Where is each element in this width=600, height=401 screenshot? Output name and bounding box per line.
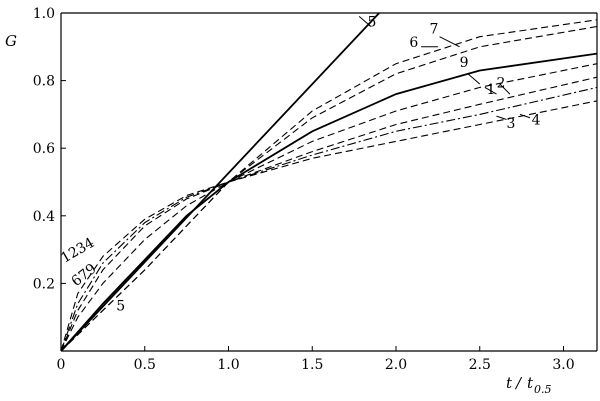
x-tick-label: 2.0 [385, 357, 407, 373]
x-axis-label-separator: / [514, 374, 523, 392]
x-tick-label: 3.0 [552, 357, 574, 373]
curve-label: 5 [116, 298, 125, 314]
series-line-1 [60, 63, 598, 352]
series-line-4 [60, 86, 598, 352]
y-axis-label: G [5, 32, 17, 50]
curves-layer [60, 12, 598, 352]
label-leader-line [484, 86, 497, 95]
curve-label: 9 [460, 55, 469, 71]
series-line-2 [60, 76, 598, 352]
curve-label: 3 [507, 116, 516, 132]
axes [60, 12, 598, 352]
series-line-7 [60, 19, 598, 352]
x-tick-label: 1.5 [301, 357, 323, 373]
y-tick-label: 0.2 [33, 276, 55, 292]
y-tick-label: 0.4 [33, 209, 55, 225]
curve-label: 1234 [58, 235, 97, 267]
label-leader-line [499, 83, 511, 95]
label-leader-line [496, 115, 507, 120]
x-axis-label-main: t [506, 374, 513, 392]
x-tick-label: 1.0 [217, 357, 239, 373]
y-tick-label: 1.0 [33, 6, 55, 22]
x-tick-label: 0 [57, 357, 66, 373]
curve-label: 6 [409, 35, 418, 51]
series-line-9 [60, 52, 598, 352]
label-leader-line [439, 36, 460, 48]
ticks-layer: 0 0.5 1.0 1.5 2.0 2.5 3.0 0.2 0.4 0.6 0.8 1.0 [33, 6, 575, 373]
label-leader-line [467, 73, 481, 85]
leaders-layer [358, 16, 531, 120]
curve-label: 679 [69, 261, 100, 290]
curve-label: 5 [368, 15, 377, 31]
x-axis-label-variable: t [527, 374, 534, 392]
series-line-5 [60, 12, 380, 352]
curve-label: 7 [430, 21, 439, 37]
y-tick-label: 0.6 [33, 141, 55, 157]
label-leader-line [358, 16, 372, 27]
series-line-6 [60, 25, 598, 352]
curve-label: 2 [497, 75, 506, 91]
x-axis-label: t / t 0.5 [506, 374, 552, 396]
curve-label: 1 [486, 82, 495, 98]
x-tick-label: 2.5 [469, 357, 491, 373]
series-line-3 [60, 100, 598, 352]
x-axis-label-subscript: 0.5 [534, 383, 552, 396]
label-leader-line [519, 113, 531, 119]
curve-label: 4 [532, 113, 541, 129]
y-tick-label: 0.8 [33, 74, 55, 90]
x-tick-label: 0.5 [134, 357, 156, 373]
